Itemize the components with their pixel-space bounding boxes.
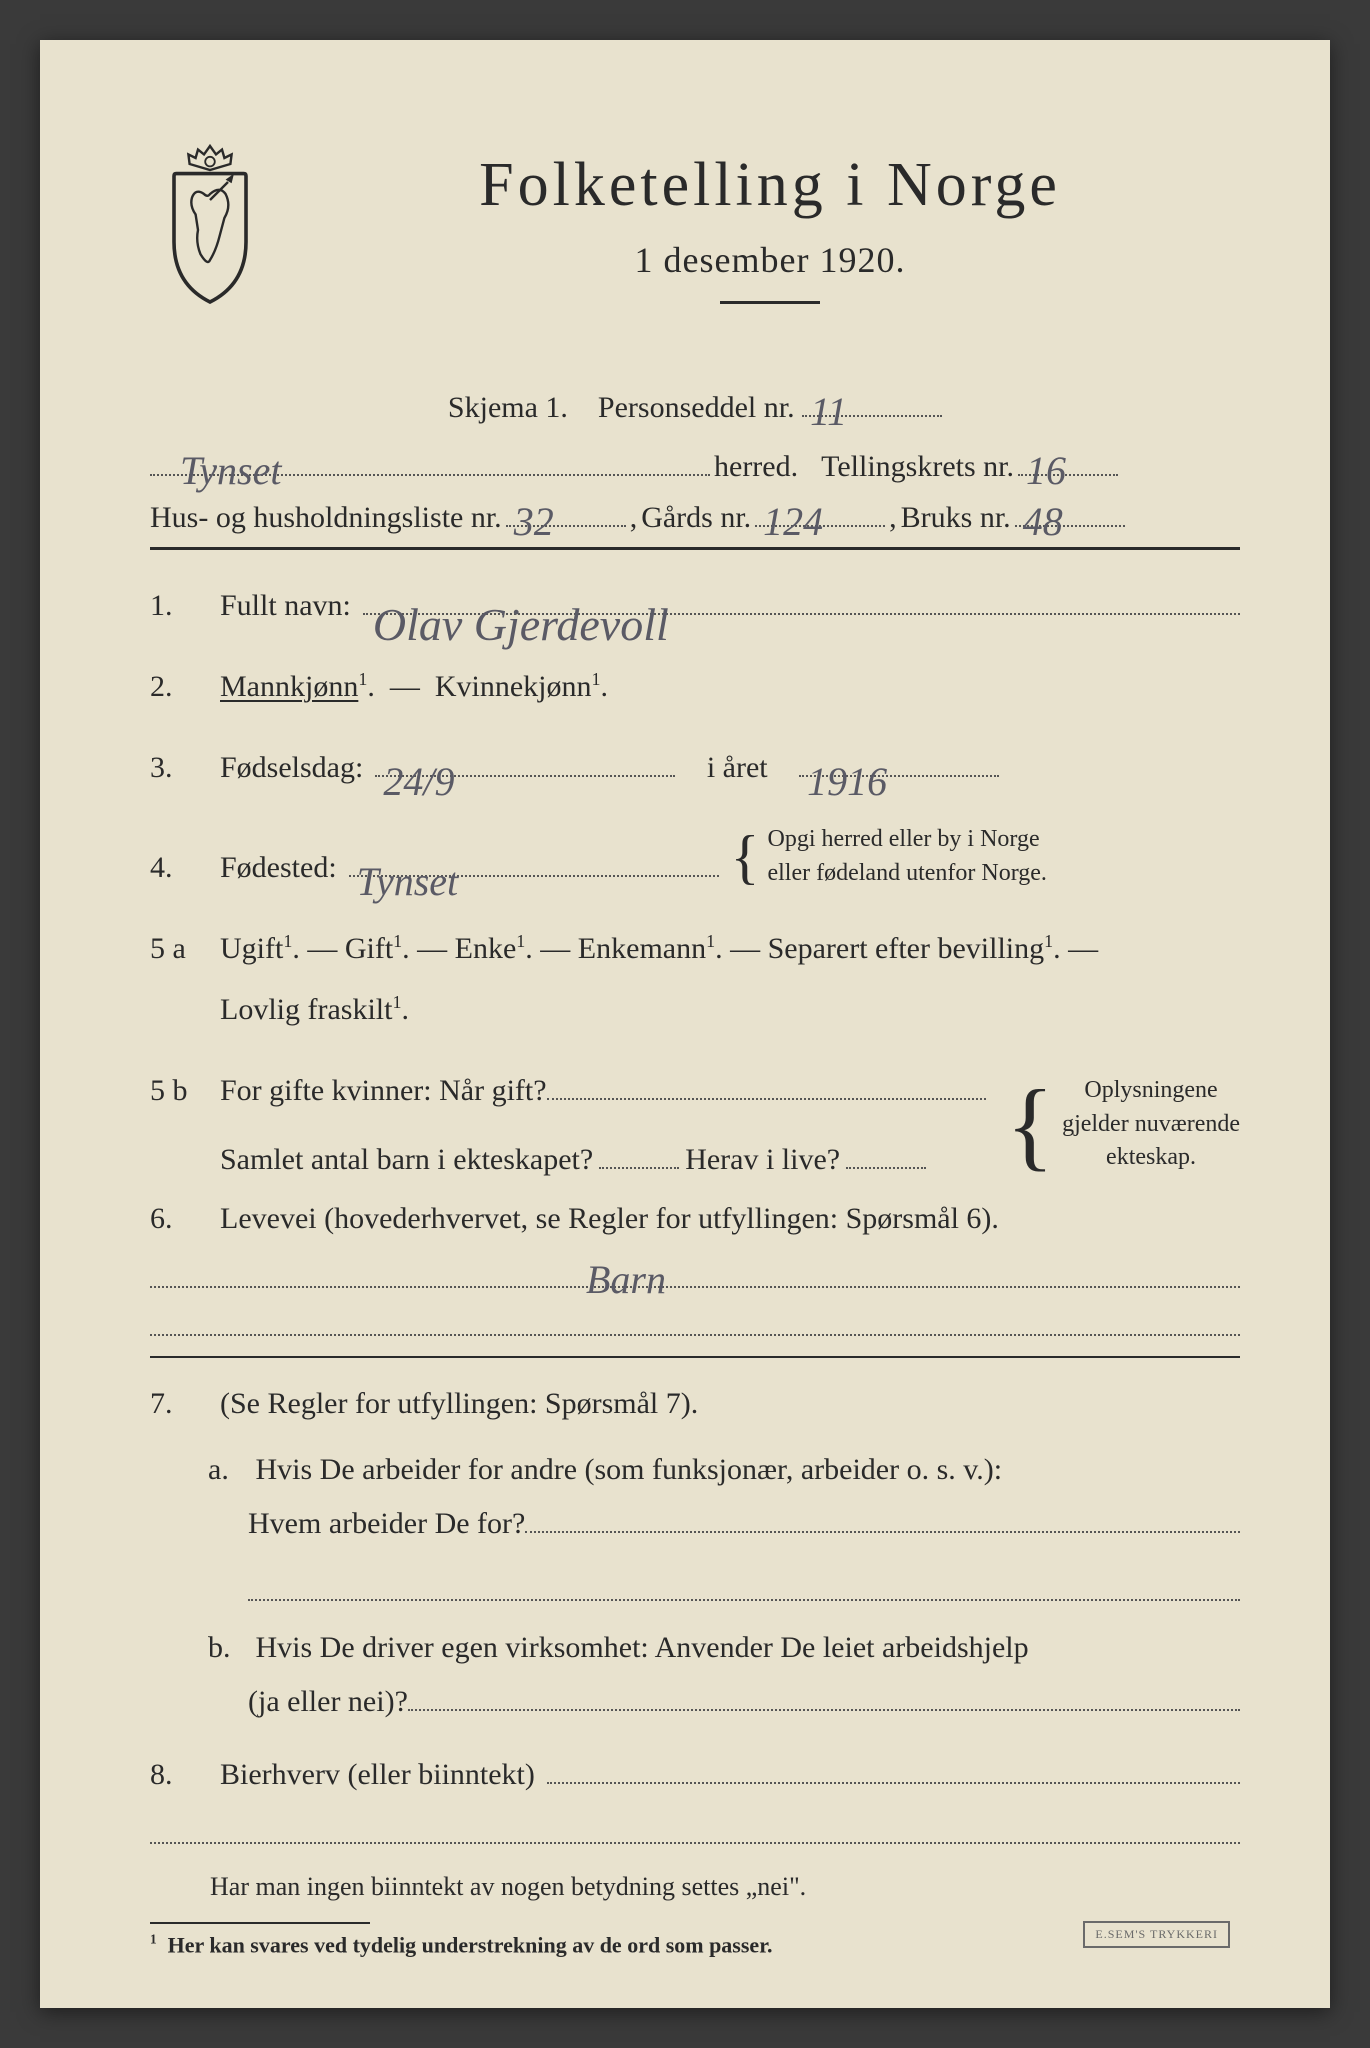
- herred-label: herred.: [714, 450, 798, 484]
- q2-num: 2.: [150, 661, 208, 712]
- q5b-gift-value: [547, 1067, 986, 1100]
- q1-num: 1.: [150, 580, 208, 631]
- gards-value: 124: [755, 494, 885, 527]
- q7a-line2: [248, 1565, 1240, 1601]
- q6-label: Levevei (hovederhvervet, se Regler for u…: [220, 1193, 1240, 1244]
- q5b-note: Oplysningene gjelder nuværende ekteskap.: [1062, 1074, 1240, 1175]
- husliste-line: Hus- og husholdningsliste nr. 32 , Gårds…: [150, 494, 1240, 535]
- brace-icon: {: [731, 845, 760, 869]
- q7-label: (Se Regler for utfyllingen: Spørsmål 7).: [220, 1378, 1240, 1429]
- q7b-value: [408, 1678, 1240, 1711]
- q1-label: Fullt navn:: [220, 580, 351, 631]
- tellingskrets-value: 16: [1018, 443, 1118, 476]
- q6-line2: [150, 1300, 1240, 1336]
- title-divider: [720, 301, 820, 304]
- question-5a: 5 a Ugift1. — Gift1. — Enke1. — Enkemann…: [150, 923, 1240, 974]
- q3-num: 3.: [150, 742, 208, 793]
- q4-note-group: { Opgi herred eller by i Norge eller fød…: [731, 823, 1047, 890]
- q4-num: 4.: [150, 842, 208, 893]
- q3-day: 24/9: [375, 744, 675, 777]
- schema-label: Skjema 1.: [448, 391, 568, 424]
- husliste-label: Hus- og husholdningsliste nr.: [150, 501, 502, 535]
- q6-num: 6.: [150, 1193, 208, 1244]
- gards-label: Gårds nr.: [641, 501, 751, 535]
- q3-label: Fødselsdag:: [220, 742, 363, 793]
- separator-mid: [150, 1356, 1240, 1358]
- q5a-body: Ugift1. — Gift1. — Enke1. — Enkemann1. —…: [220, 923, 1240, 974]
- crest-svg: [150, 140, 270, 308]
- q8-label: Bierhverv (eller biinntekt): [220, 1749, 535, 1800]
- q5b-live-value: [846, 1136, 926, 1169]
- separator-top: [150, 547, 1240, 550]
- census-form-page: Folketelling i Norge 1 desember 1920. Sk…: [40, 40, 1330, 2008]
- q3-year-label: i året: [707, 742, 768, 793]
- personseddel-label: Personseddel nr.: [598, 391, 795, 424]
- question-5b: 5 b For gifte kvinner: Når gift? Samlet …: [150, 1065, 1240, 1185]
- q4-label: Fødested:: [220, 842, 337, 893]
- norway-coat-of-arms-icon: [150, 140, 270, 300]
- q1-value: Olav Gjerdevoll: [363, 582, 1240, 615]
- q5a-num: 5 a: [150, 923, 208, 974]
- question-8: 8. Bierhverv (eller biinntekt): [150, 1749, 1240, 1800]
- question-4: 4. Fødested: Tynset { Opgi herred eller …: [150, 823, 1240, 893]
- q4-value: Tynset: [349, 844, 719, 877]
- herred-line: Tynset herred. Tellingskrets nr. 16: [150, 443, 1240, 484]
- question-3: 3. Fødselsdag: 24/9 i året 1916: [150, 742, 1240, 793]
- question-6: 6. Levevei (hovederhvervet, se Regler fo…: [150, 1193, 1240, 1244]
- q6-line1: Barn: [150, 1252, 1240, 1288]
- question-5a-cont: Lovlig fraskilt1.: [150, 984, 1240, 1035]
- q4-note: Opgi herred eller by i Norge eller fødel…: [767, 823, 1046, 890]
- question-1: 1. Fullt navn: Olav Gjerdevoll: [150, 580, 1240, 631]
- q5b-barn-value: [599, 1136, 679, 1169]
- personseddel-value: 11: [802, 384, 942, 417]
- q8-line2: [150, 1808, 1240, 1844]
- question-7a: a. Hvis De arbeider for andre (som funks…: [208, 1443, 1240, 1601]
- q7a-value: [525, 1500, 1240, 1533]
- q3-year: 1916: [799, 744, 999, 777]
- herred-value: Tynset: [150, 443, 710, 476]
- q7a-letter: a.: [208, 1443, 248, 1497]
- footnote-rule: [150, 1922, 370, 1924]
- brace-icon: {: [1006, 1105, 1054, 1145]
- q2-opt2: Kvinnekjønn: [435, 670, 592, 703]
- closing-note: Har man ingen biinntekt av nogen betydni…: [210, 1872, 1240, 1902]
- footnote: 1 Her kan svares ved tydelig understrekn…: [150, 1922, 1240, 1958]
- schema-line: Skjema 1. Personseddel nr. 11: [150, 384, 1240, 425]
- q5b-note-group: { Oplysningene gjelder nuværende ekteska…: [1006, 1074, 1240, 1175]
- q8-num: 8.: [150, 1749, 208, 1800]
- printer-stamp: E.SEM'S TRYKKERI: [1083, 1921, 1230, 1948]
- header: Folketelling i Norge 1 desember 1920.: [150, 140, 1240, 334]
- bruks-label: Bruks nr.: [901, 501, 1011, 535]
- question-7: 7. (Se Regler for utfyllingen: Spørsmål …: [150, 1378, 1240, 1429]
- q7b-letter: b.: [208, 1621, 248, 1675]
- title-block: Folketelling i Norge 1 desember 1920.: [300, 140, 1240, 334]
- question-7b: b. Hvis De driver egen virksomhet: Anven…: [208, 1621, 1240, 1729]
- q5b-num: 5 b: [150, 1065, 208, 1116]
- bruks-value: 48: [1015, 494, 1125, 527]
- page-title: Folketelling i Norge: [300, 150, 1240, 221]
- q8-value: [547, 1751, 1240, 1784]
- question-2: 2. Mannkjønn1. — Kvinnekjønn1.: [150, 661, 1240, 712]
- husliste-value: 32: [506, 494, 626, 527]
- q7-num: 7.: [150, 1378, 208, 1429]
- tellingskrets-label: Tellingskrets nr.: [821, 450, 1014, 484]
- q5b-fields: For gifte kvinner: Når gift? Samlet anta…: [220, 1065, 986, 1185]
- q2-body: Mannkjønn1. — Kvinnekjønn1.: [220, 661, 1240, 712]
- q2-opt1: Mannkjønn: [220, 670, 358, 703]
- q5b-body: For gifte kvinner: Når gift? Samlet anta…: [220, 1065, 1240, 1185]
- page-subtitle: 1 desember 1920.: [300, 239, 1240, 281]
- q5a-last: Lovlig fraskilt1.: [220, 984, 1240, 1035]
